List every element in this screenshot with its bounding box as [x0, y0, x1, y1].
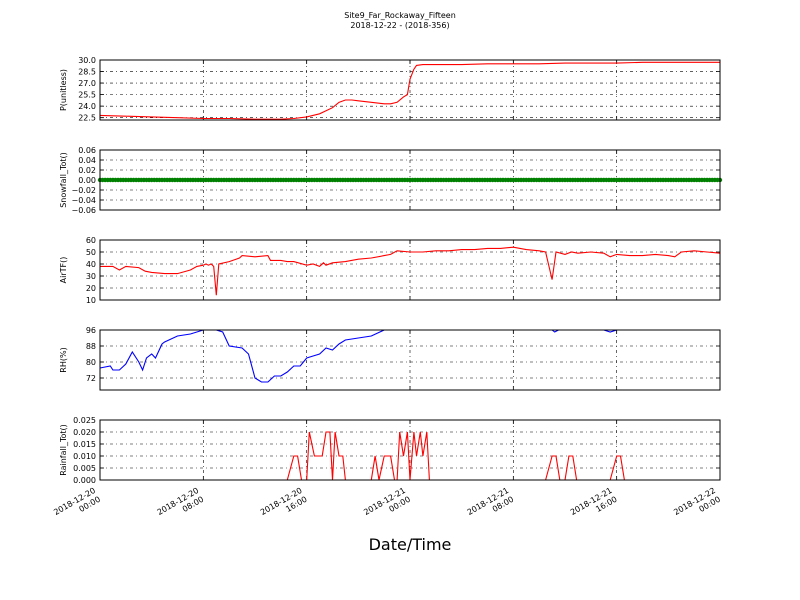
y-tick-label: 80: [86, 358, 96, 367]
y-tick-label: 22.5: [78, 114, 96, 123]
y-tick-label: 20: [86, 284, 96, 293]
y-tick-label: 0.000: [73, 476, 96, 485]
y-tick-label: 0.00: [78, 176, 96, 185]
y-tick-label: 10: [86, 296, 96, 305]
panel-frame: [99, 149, 721, 211]
panel-frame: [99, 419, 721, 481]
series-line: [100, 431, 720, 481]
y-tick-label: 0.015: [73, 440, 96, 449]
x-tick-label: 2018-12-2116:00: [569, 486, 619, 526]
y-tick-label: 24.0: [78, 102, 96, 111]
panel-frame: [99, 329, 721, 391]
y-axis-label: Snowfall_Tot(): [59, 152, 68, 208]
x-tick-label: 2018-12-2008:00: [156, 486, 206, 526]
x-tick-label: 2018-12-2000:00: [52, 486, 102, 526]
y-tick-label: 88: [86, 342, 96, 351]
panel-frame: [99, 59, 721, 121]
y-tick-label: 60: [86, 236, 96, 245]
series-line: [100, 246, 721, 296]
y-tick-label: 50: [86, 248, 96, 257]
chart-title: Site9_Far_Rockaway_Fifteen: [344, 11, 456, 20]
y-tick-label: 0.025: [73, 416, 96, 425]
y-axis-label: P(unitless): [59, 69, 68, 111]
y-tick-label: 72: [86, 374, 96, 383]
x-axis-label: Date/Time: [368, 535, 452, 554]
y-tick-label: 27.0: [78, 79, 96, 88]
y-tick-label: 30.0: [78, 56, 96, 65]
y-tick-label: 0.02: [78, 166, 96, 175]
x-tick-label: 2018-12-2200:00: [672, 486, 722, 526]
y-tick-label: 96: [86, 326, 96, 335]
y-tick-label: 0.005: [73, 464, 96, 473]
y-tick-label: 0.06: [78, 146, 96, 155]
y-tick-label: 0.020: [73, 428, 96, 437]
y-tick-label: 0.010: [73, 452, 96, 461]
y-axis-label: AirTF(): [59, 257, 68, 284]
chart-subtitle: 2018-12-22 - (2018-356): [350, 21, 450, 30]
y-tick-label: −0.06: [71, 206, 96, 215]
y-tick-label: 40: [86, 260, 96, 269]
x-tick-label: 2018-12-2016:00: [259, 486, 309, 526]
x-tick-label: 2018-12-2108:00: [466, 486, 516, 526]
y-tick-label: 28.5: [78, 68, 96, 77]
series-line: [99, 61, 720, 120]
y-tick-label: 30: [86, 272, 96, 281]
y-tick-label: 25.5: [78, 91, 96, 100]
y-tick-label: 0.04: [78, 156, 96, 165]
y-axis-label: Rainfall_Tot(): [59, 424, 68, 476]
series-line: [99, 329, 410, 383]
x-tick-label: 2018-12-2100:00: [362, 486, 412, 526]
y-tick-label: −0.04: [71, 196, 96, 205]
panel-frame: [99, 239, 721, 301]
y-axis-label: RH(%): [59, 347, 68, 372]
y-tick-label: −0.02: [71, 186, 96, 195]
